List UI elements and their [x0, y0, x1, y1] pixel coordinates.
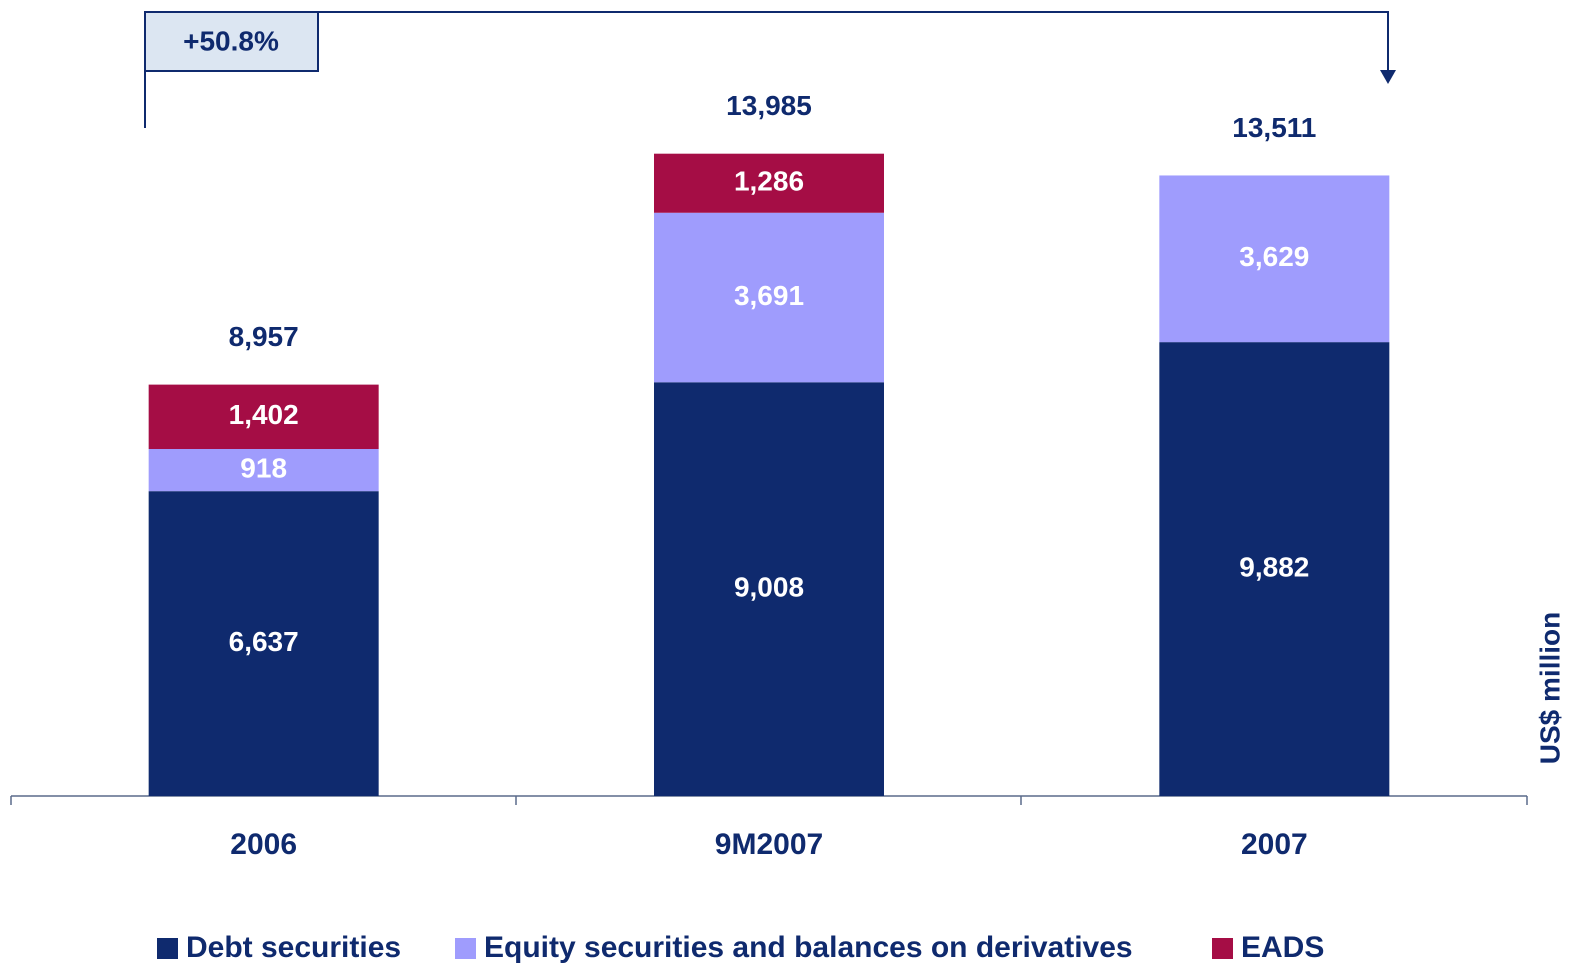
value-label: 918: [240, 452, 287, 483]
annotation: +50.8%: [183, 25, 279, 56]
y-axis-label: US$ million: [1534, 612, 1565, 764]
legend-label: EADS: [1241, 931, 1324, 964]
bar-segment: [148, 384, 379, 450]
bar-segment: [148, 491, 379, 796]
total-label: 8,957: [229, 321, 299, 352]
value-label: 1,402: [229, 399, 299, 430]
x-tick-label: 2007: [1241, 828, 1308, 861]
bar-segment: [654, 212, 884, 383]
bar-segment: [1159, 342, 1390, 796]
total-label: 13,511: [1232, 112, 1316, 143]
annotation-box: [144, 11, 319, 72]
total-label: 13,985: [726, 90, 812, 121]
legend-label: Debt securities: [186, 931, 401, 964]
legend-label: Equity securities and balances on deriva…: [484, 931, 1133, 964]
legend-swatch: [455, 938, 476, 959]
x-tick-label: 2006: [230, 828, 297, 861]
value-label: 3,629: [1239, 241, 1309, 272]
value-label: 6,637: [229, 626, 299, 657]
bar-segment: [654, 382, 884, 796]
bar-segment: [1159, 175, 1390, 343]
legend-swatch: [1212, 938, 1233, 959]
bar-segment: [654, 153, 884, 213]
legend-swatch: [157, 938, 178, 959]
growth-arrowhead: [1380, 70, 1396, 84]
value-label: 1,286: [734, 166, 804, 197]
x-tick-label: 9M2007: [715, 828, 823, 861]
value-label: 9,008: [734, 572, 804, 603]
bar-segment: [148, 449, 379, 492]
value-label: 3,691: [734, 280, 804, 311]
value-label: 9,882: [1239, 551, 1309, 582]
